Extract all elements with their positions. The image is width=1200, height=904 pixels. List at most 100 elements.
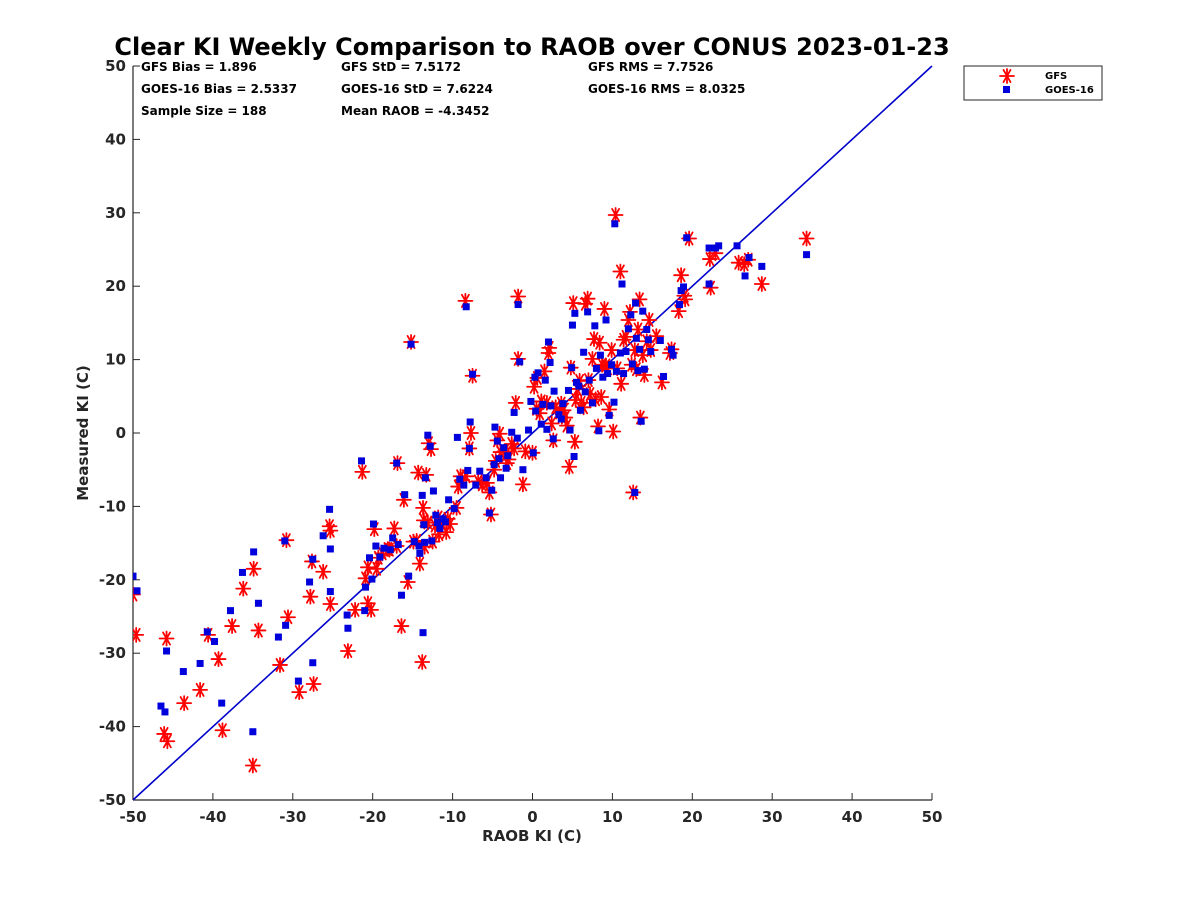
goes16-point bbox=[482, 474, 490, 482]
gfs-point bbox=[354, 464, 371, 480]
goes16-point bbox=[624, 325, 632, 333]
goes16-point bbox=[669, 351, 677, 359]
legend-box bbox=[963, 65, 1103, 101]
legend-label-gfs: GFS bbox=[1045, 71, 1067, 82]
goes16-point bbox=[163, 647, 171, 655]
gfs-point bbox=[315, 563, 332, 580]
goes16-point bbox=[306, 578, 314, 586]
goes16-point bbox=[656, 337, 664, 345]
goes16-point bbox=[456, 475, 464, 483]
gfs-point bbox=[133, 626, 145, 643]
gfs-point bbox=[753, 276, 770, 292]
legend-asterisk-icon bbox=[999, 68, 1015, 84]
legend-marker-goes16 bbox=[1003, 86, 1010, 93]
goes16-point bbox=[543, 425, 551, 433]
y-tick-label: 20 bbox=[105, 277, 126, 295]
gfs-point bbox=[463, 425, 479, 441]
goes16-point bbox=[210, 637, 218, 645]
stat-sample-size: Sample Size = 188 bbox=[141, 104, 267, 118]
goes16-point bbox=[485, 509, 493, 517]
goes16-point bbox=[250, 548, 258, 556]
gfs-point bbox=[798, 230, 815, 247]
one-to-one-line bbox=[133, 65, 933, 801]
goes16-point bbox=[405, 572, 413, 580]
goes16-point bbox=[527, 397, 535, 405]
goes16-point bbox=[660, 372, 668, 380]
gfs-point bbox=[302, 588, 319, 605]
legend: GFS GOES-16 bbox=[963, 65, 1103, 101]
goes16-point bbox=[588, 399, 596, 407]
gfs-point bbox=[515, 476, 531, 493]
goes16-point bbox=[683, 234, 691, 242]
goes16-point bbox=[366, 554, 374, 562]
goes16-point bbox=[599, 373, 607, 381]
goes16-point bbox=[294, 677, 302, 685]
gfs-point bbox=[506, 440, 523, 457]
goes16-point bbox=[426, 442, 434, 450]
tick-group: -50 -40 -30 -20 -10 0 10 20 30 40 50 -50 -40 -30 -20 -1… bbox=[99, 57, 943, 826]
gfs-point bbox=[340, 643, 356, 659]
goes16-point bbox=[514, 301, 522, 309]
gfs-point bbox=[613, 375, 630, 392]
goes16-point bbox=[476, 467, 484, 475]
goes16-point bbox=[386, 546, 394, 554]
stat-gfs-bias: GFS Bias = 1.896 bbox=[141, 60, 257, 74]
goes16-point bbox=[249, 728, 257, 736]
goes16-point bbox=[668, 345, 676, 353]
y-tick-label: 0 bbox=[116, 424, 126, 442]
goes16-point bbox=[465, 444, 473, 452]
goes16-point bbox=[715, 242, 723, 250]
goes16-point bbox=[572, 378, 580, 386]
goes16-point bbox=[608, 361, 616, 369]
x-tick-label: 50 bbox=[922, 808, 943, 826]
goes16-point bbox=[547, 402, 555, 410]
goes16-point bbox=[466, 418, 474, 426]
goes16-point bbox=[591, 322, 599, 330]
goes16-point bbox=[581, 388, 589, 396]
goes16-point bbox=[604, 370, 612, 378]
goes16-point bbox=[537, 420, 545, 428]
gfs-point bbox=[322, 596, 339, 612]
goes16-point bbox=[493, 437, 501, 445]
goes16-point bbox=[416, 549, 424, 557]
stat-goes-rms: GOES-16 RMS = 8.0325 bbox=[588, 82, 745, 96]
goes16-point bbox=[469, 370, 477, 378]
goes16-point bbox=[618, 280, 626, 288]
goes16-point bbox=[491, 423, 499, 431]
goes16-point bbox=[179, 668, 187, 676]
chart-title: Clear KI Weekly Comparison to RAOB over … bbox=[114, 33, 949, 61]
stat-gfs-std: GFS StD = 7.5172 bbox=[341, 60, 461, 74]
goes16-point bbox=[620, 370, 628, 378]
gfs-point bbox=[591, 334, 608, 351]
x-tick-label: -30 bbox=[279, 808, 306, 826]
gfs-point bbox=[410, 464, 427, 481]
goes16-point bbox=[532, 407, 540, 415]
goes16-point bbox=[705, 280, 713, 288]
data-points bbox=[133, 207, 815, 774]
gfs-point bbox=[158, 630, 175, 647]
goes16-point bbox=[274, 633, 282, 641]
goes16-point bbox=[418, 491, 426, 499]
goes16-point bbox=[745, 254, 753, 262]
gfs-point bbox=[596, 301, 613, 317]
goes16-point bbox=[254, 599, 262, 607]
gfs-point bbox=[235, 580, 252, 597]
goes16-point bbox=[632, 299, 640, 307]
goes16-point bbox=[803, 251, 811, 259]
goes16-point bbox=[592, 364, 600, 372]
y-tick-label: 50 bbox=[105, 57, 126, 75]
goes16-point bbox=[557, 415, 565, 423]
goes16-point bbox=[419, 629, 427, 637]
goes16-point bbox=[326, 588, 334, 596]
goes16-point bbox=[632, 334, 640, 342]
goes16-point bbox=[550, 387, 558, 395]
goes16-point bbox=[361, 607, 369, 615]
goes16-point bbox=[534, 369, 542, 377]
goes16-point bbox=[549, 435, 557, 443]
gfs-point bbox=[214, 722, 231, 739]
goes16-point bbox=[644, 336, 652, 344]
gfs-point bbox=[641, 312, 658, 328]
goes16-point bbox=[571, 309, 579, 317]
goes16-point bbox=[380, 544, 388, 552]
goes16-point bbox=[539, 400, 547, 408]
